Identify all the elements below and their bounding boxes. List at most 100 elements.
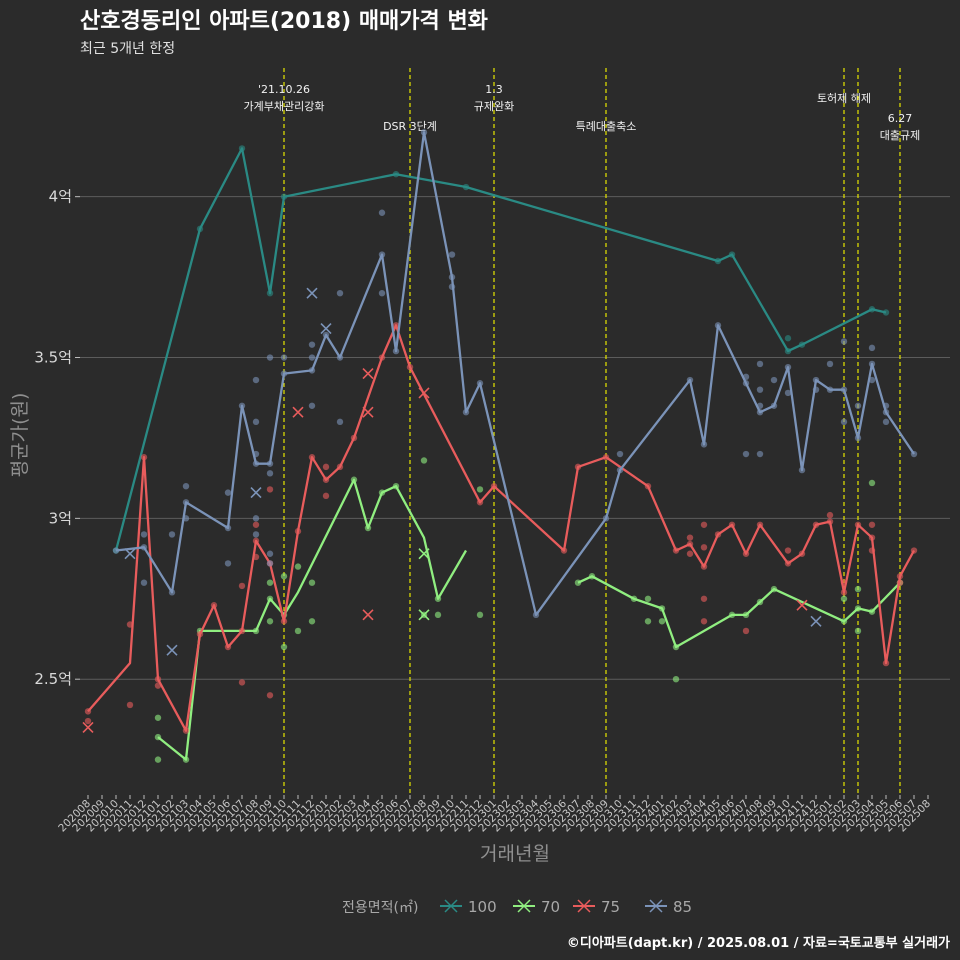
data-point bbox=[756, 450, 764, 458]
data-point bbox=[644, 618, 652, 625]
event-label: 6.27 bbox=[888, 112, 913, 125]
data-point bbox=[378, 289, 386, 297]
data-point bbox=[308, 341, 316, 348]
data-point bbox=[476, 611, 484, 619]
event-label: 토허제 해제 bbox=[817, 91, 871, 105]
data-point bbox=[784, 335, 792, 342]
data-point bbox=[280, 573, 288, 580]
data-point bbox=[308, 354, 316, 361]
data-point bbox=[882, 418, 890, 426]
data-point bbox=[700, 521, 708, 528]
legend-key-cross bbox=[517, 899, 531, 913]
data-point bbox=[868, 479, 876, 487]
y-tick-label: 4억 bbox=[49, 188, 72, 206]
event-label: 규제완화 bbox=[474, 100, 514, 113]
x-axis-ticks: 2020082020092020102020112020122021012021… bbox=[56, 795, 933, 834]
data-point bbox=[826, 360, 834, 368]
series-100 bbox=[112, 145, 890, 554]
data-point bbox=[868, 344, 876, 352]
gridlines bbox=[80, 196, 950, 680]
source-caption: ©디아파트(dapt.kr) / 2025.08.01 / 자료=국토교통부 실… bbox=[567, 935, 950, 951]
cross-marker bbox=[250, 487, 262, 499]
data-point bbox=[154, 714, 162, 721]
series-70 bbox=[154, 457, 904, 763]
legend-label: 75 bbox=[601, 898, 620, 916]
data-point bbox=[308, 618, 316, 625]
data-point bbox=[686, 550, 694, 557]
data-point bbox=[700, 544, 708, 551]
series-line bbox=[114, 147, 887, 551]
cross-marker bbox=[320, 322, 332, 335]
y-tick-label: 3.5억 bbox=[34, 349, 72, 367]
y-tick-label: 3억 bbox=[49, 509, 72, 527]
data-point bbox=[658, 618, 666, 625]
data-point bbox=[448, 251, 456, 258]
data-point bbox=[868, 521, 876, 528]
data-point bbox=[252, 521, 260, 528]
data-point bbox=[840, 338, 848, 345]
data-point bbox=[224, 489, 232, 496]
legend-label: 85 bbox=[673, 898, 692, 916]
data-point bbox=[112, 547, 120, 554]
data-point bbox=[476, 486, 484, 493]
event-label: '21.10.26 bbox=[258, 83, 310, 96]
series-line bbox=[115, 131, 915, 617]
series-line bbox=[577, 575, 901, 649]
data-point bbox=[294, 563, 302, 570]
event-label: 특례대출축소 bbox=[576, 120, 637, 133]
y-axis-title: 평균가(원) bbox=[9, 393, 31, 478]
data-point bbox=[308, 402, 316, 409]
y-tick-label: 2.5억 bbox=[34, 670, 72, 688]
y-axis-ticks: 2.5억 3억 3.5억 4억 bbox=[34, 188, 80, 688]
cross-marker bbox=[362, 609, 374, 621]
data-point bbox=[742, 627, 750, 635]
data-point bbox=[266, 692, 274, 699]
series-line bbox=[87, 324, 916, 732]
data-point bbox=[266, 618, 274, 625]
data-point bbox=[784, 389, 792, 397]
data-point bbox=[224, 560, 232, 567]
cross-marker bbox=[810, 615, 822, 627]
legend-key-cross bbox=[649, 899, 663, 913]
cross-marker bbox=[362, 368, 374, 380]
data-point bbox=[756, 386, 764, 393]
data-point bbox=[322, 492, 330, 500]
event-label: 가계부채관리강화 bbox=[244, 100, 325, 113]
data-point bbox=[322, 463, 330, 471]
data-point bbox=[266, 354, 274, 361]
event-label: 대출규제 bbox=[880, 129, 920, 142]
data-point bbox=[840, 418, 848, 426]
data-point bbox=[784, 547, 792, 554]
data-point bbox=[700, 618, 708, 625]
data-point bbox=[420, 457, 428, 464]
data-point bbox=[756, 360, 764, 368]
data-point bbox=[84, 717, 92, 725]
series-line bbox=[157, 478, 467, 761]
data-point bbox=[266, 579, 274, 586]
cross-marker bbox=[166, 644, 178, 656]
data-point bbox=[140, 579, 148, 586]
data-point bbox=[280, 354, 288, 361]
data-point bbox=[336, 418, 344, 426]
data-point bbox=[616, 450, 624, 458]
legend: 전용면적(㎡) 100 70 75 85 bbox=[342, 898, 692, 916]
cross-marker bbox=[796, 599, 808, 611]
data-point bbox=[672, 675, 680, 683]
data-point bbox=[686, 534, 694, 541]
data-point bbox=[280, 643, 288, 651]
data-point bbox=[252, 376, 260, 384]
event-label: DSR 3단계 bbox=[383, 120, 437, 133]
cross-marker bbox=[82, 721, 94, 734]
cross-marker bbox=[292, 406, 304, 418]
event-label: 1.3 bbox=[485, 83, 503, 96]
series-75 bbox=[82, 322, 918, 734]
data-point bbox=[770, 376, 778, 384]
data-point bbox=[266, 550, 274, 557]
data-point bbox=[854, 627, 862, 635]
legend-key-cross bbox=[577, 899, 591, 913]
cross-marker bbox=[418, 609, 430, 621]
data-point bbox=[168, 531, 176, 538]
x-axis-title: 거래년월 bbox=[480, 843, 550, 865]
data-point bbox=[252, 515, 260, 522]
